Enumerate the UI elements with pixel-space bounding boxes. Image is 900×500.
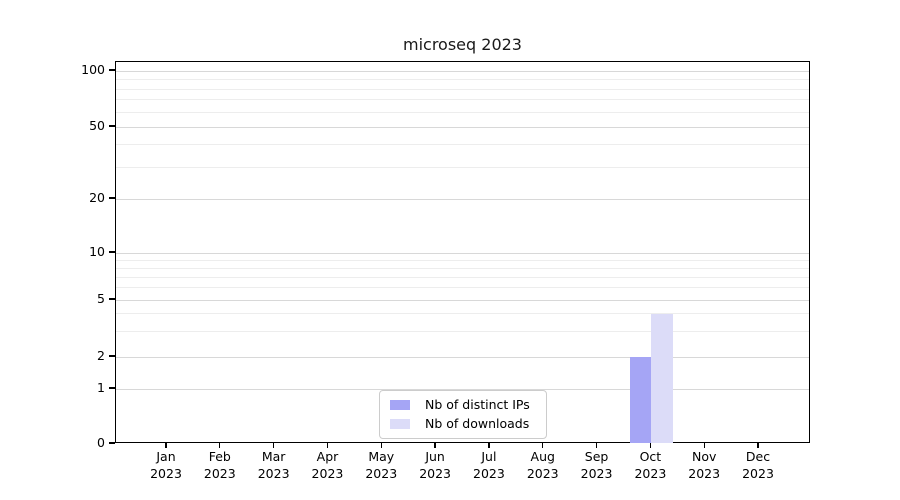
x-tick-year: 2023 xyxy=(634,466,667,481)
y-tick-label: 100 xyxy=(81,62,105,77)
x-tick-mark xyxy=(219,443,221,448)
minor-gridline xyxy=(116,313,809,315)
legend-swatch-distinct-ips xyxy=(390,399,410,410)
x-tick-year: 2023 xyxy=(203,466,236,481)
chart-title: microseq 2023 xyxy=(403,35,522,54)
x-tick-label: Sep 2023 xyxy=(581,448,613,482)
minor-gridline xyxy=(116,88,809,90)
y-tick-label: 0 xyxy=(97,435,105,450)
minor-gridline xyxy=(116,99,809,101)
major-gridline xyxy=(116,252,809,254)
x-tick-mark xyxy=(165,443,167,448)
x-tick-label: Feb 2023 xyxy=(204,448,236,482)
major-gridline xyxy=(116,198,809,200)
x-tick-label: Nov 2023 xyxy=(688,448,720,482)
x-tick-label: Aug 2023 xyxy=(527,448,559,482)
x-tick-mark xyxy=(488,443,490,448)
x-tick-mark xyxy=(272,443,275,448)
bar-distinct-ips xyxy=(629,357,652,443)
y-tick-mark xyxy=(109,251,115,253)
x-tick-year: 2023 xyxy=(365,466,398,481)
minor-gridline xyxy=(116,259,809,261)
legend-item-distinct-ips: Nb of distinct IPs xyxy=(380,395,546,414)
x-tick-label: Jul 2023 xyxy=(473,448,505,482)
x-tick-label: May 2023 xyxy=(365,448,397,482)
major-gridline xyxy=(116,299,809,301)
x-tick-year: 2023 xyxy=(742,466,774,481)
legend-item-downloads: Nb of downloads xyxy=(380,414,546,433)
x-tick-month: Sep xyxy=(584,449,609,464)
y-tick-mark xyxy=(109,298,115,300)
y-tick-label: 50 xyxy=(89,118,105,133)
y-tick-mark xyxy=(109,197,115,199)
y-tick-label: 10 xyxy=(89,244,105,259)
minor-gridline xyxy=(116,79,809,80)
minor-gridline xyxy=(116,144,809,146)
x-tick-month: Jan xyxy=(156,449,176,464)
plot-area: Nb of distinct IPs Nb of downloads xyxy=(115,61,810,443)
x-tick-year: 2023 xyxy=(257,466,290,481)
major-gridline xyxy=(116,126,809,128)
minor-gridline xyxy=(116,287,809,289)
minor-gridline xyxy=(116,166,809,168)
x-tick-mark xyxy=(703,443,705,448)
x-tick-year: 2023 xyxy=(526,466,559,481)
x-tick-month: Feb xyxy=(208,449,231,464)
y-tick-mark xyxy=(109,355,115,357)
x-tick-month: Oct xyxy=(639,449,662,464)
y-tick-mark xyxy=(109,442,115,444)
minor-gridline xyxy=(116,331,809,333)
x-tick-month: Jul xyxy=(481,449,497,464)
y-tick-mark xyxy=(109,387,115,389)
legend: Nb of distinct IPs Nb of downloads xyxy=(379,390,547,439)
x-tick-mark xyxy=(542,443,544,448)
x-tick-year: 2023 xyxy=(311,466,344,481)
x-tick-year: 2023 xyxy=(580,466,613,481)
x-tick-label: Jun 2023 xyxy=(419,448,451,482)
minor-gridline xyxy=(116,267,809,269)
y-tick-mark xyxy=(109,69,115,71)
x-tick-label: Jan 2023 xyxy=(150,448,182,482)
y-tick-label: 5 xyxy=(97,291,105,306)
major-gridline xyxy=(116,70,809,72)
x-tick-month: Dec xyxy=(745,449,771,464)
x-tick-mark xyxy=(326,443,329,448)
x-tick-mark xyxy=(380,443,382,448)
x-tick-year: 2023 xyxy=(473,466,505,481)
major-gridline xyxy=(116,388,809,390)
x-tick-year: 2023 xyxy=(688,466,721,481)
major-gridline xyxy=(116,356,809,358)
x-tick-label: Oct 2023 xyxy=(634,448,666,482)
x-tick-month: Jun xyxy=(425,449,445,464)
bar-downloads xyxy=(651,313,673,443)
y-tick-label: 20 xyxy=(89,190,105,205)
x-tick-label: Dec 2023 xyxy=(742,448,774,482)
y-tick-label: 2 xyxy=(97,348,105,363)
x-tick-month: Aug xyxy=(530,449,555,464)
x-tick-year: 2023 xyxy=(419,466,451,481)
x-tick-mark xyxy=(649,443,652,448)
minor-gridline xyxy=(116,111,809,113)
x-tick-mark xyxy=(595,443,598,448)
legend-label-distinct-ips: Nb of distinct IPs xyxy=(425,397,530,412)
minor-gridline xyxy=(116,276,809,278)
y-tick-label: 1 xyxy=(97,380,105,395)
x-tick-label: Apr 2023 xyxy=(312,448,344,482)
x-tick-month: May xyxy=(368,449,395,464)
x-tick-month: Mar xyxy=(261,449,286,464)
x-tick-year: 2023 xyxy=(150,466,182,481)
x-tick-month: Apr xyxy=(316,449,339,464)
x-tick-mark xyxy=(434,443,436,448)
x-tick-mark xyxy=(757,443,759,448)
legend-swatch-downloads xyxy=(390,418,410,429)
legend-label-downloads: Nb of downloads xyxy=(425,416,530,431)
x-tick-month: Nov xyxy=(691,449,717,464)
y-tick-mark xyxy=(109,125,115,127)
x-tick-label: Mar 2023 xyxy=(258,448,290,482)
